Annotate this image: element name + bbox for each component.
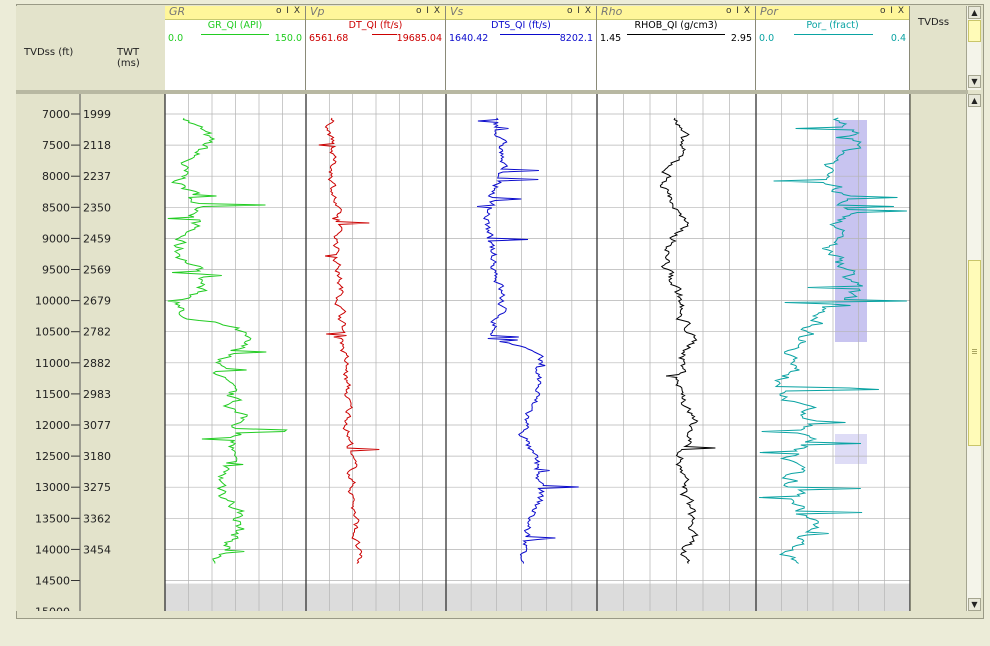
tvd-tick-label: 15000: [35, 606, 70, 611]
twt-tick-label: 3275: [83, 481, 111, 494]
curve-name: GR_QI (API): [207, 20, 263, 31]
scale-max: 19685.04: [396, 33, 442, 44]
tvd-tick-label: 11000: [35, 357, 70, 370]
arrow-down-icon[interactable]: ▼: [968, 75, 981, 88]
tvd-tick-label: 10500: [35, 326, 70, 339]
twt-tick-label: 2237: [83, 170, 111, 183]
scale-max: 150.0: [274, 33, 302, 44]
tvd-tick-label: 9000: [42, 232, 70, 245]
depth-column: [16, 94, 165, 611]
tvd-tick-label: 8000: [42, 170, 70, 183]
scale-min: 6561.68: [309, 33, 349, 44]
twt-tick-label: 2118: [83, 139, 111, 152]
twt-tick-label: 2569: [83, 264, 111, 277]
track-name: Vs: [450, 5, 464, 18]
tvd-tick-label: 14500: [35, 575, 70, 588]
twt-tick-label: 3362: [83, 512, 111, 525]
track-name: GR: [169, 5, 186, 18]
scale-min: 1.45: [600, 33, 622, 44]
tvd-tick-label: 7500: [42, 139, 70, 152]
log-tracks-plot[interactable]: 7000199970007500211875008000223780008500…: [16, 94, 910, 611]
track-controls-icon[interactable]: o I X: [566, 6, 592, 16]
curve-line-sample: [500, 34, 560, 35]
twt-tick-label: 2679: [83, 295, 111, 308]
track-header-rho[interactable]: Rho o I X RHOB_QI (g/cm3) 1.45 2.95: [597, 5, 756, 90]
track-name: Vp: [310, 5, 325, 18]
arrow-up-icon[interactable]: ▲: [968, 6, 981, 19]
twt-header-label: TWT (ms): [117, 47, 140, 69]
track-title-bar[interactable]: GR o I X: [165, 5, 305, 20]
track-controls-icon[interactable]: o I X: [879, 6, 905, 16]
scale-min: 0.0: [759, 33, 775, 44]
tvd-tick-label: 7000: [42, 108, 70, 121]
body-scroll-thumb[interactable]: [968, 260, 981, 446]
track-controls-icon[interactable]: o I X: [415, 6, 441, 16]
header-divider[interactable]: [16, 90, 968, 94]
tvd-tick-label: 12000: [35, 419, 70, 432]
track-controls-icon[interactable]: o I X: [275, 6, 301, 16]
body-scrollbar[interactable]: ▲ ▼: [966, 94, 981, 611]
curve-name: RHOB_QI (g/cm3): [634, 20, 718, 31]
rho-curve: [659, 117, 716, 564]
tvd-tick-label: 8500: [42, 201, 70, 214]
header-scrollbar[interactable]: ▲ ▼: [966, 6, 981, 90]
twt-tick-label: 2882: [83, 357, 111, 370]
twt-tick-label: 3454: [83, 543, 111, 556]
curve-line-sample: [794, 34, 873, 35]
track-title-bar[interactable]: Vp o I X: [306, 5, 445, 20]
porosity-shade: [835, 434, 867, 464]
grip-icon: [972, 349, 977, 350]
scale-max: 8202.1: [559, 33, 593, 44]
tvd-tick-label: 10000: [35, 295, 70, 308]
curve-name: Por_ (fract): [806, 20, 859, 31]
twt-tick-label: 2782: [83, 326, 111, 339]
track-header-por[interactable]: Por o I X Por_ (fract) 0.0 0.4: [756, 5, 910, 90]
arrow-down-icon[interactable]: ▼: [968, 598, 981, 611]
track-title-bar[interactable]: Por o I X: [756, 5, 909, 20]
vp-curve: [318, 117, 380, 564]
porosity-shade: [835, 120, 867, 342]
twt-tick-label: 2983: [83, 388, 111, 401]
tvd-tick-label: 13500: [35, 512, 70, 525]
gr-curve: [167, 117, 288, 564]
scale-max: 2.95: [730, 33, 752, 44]
tvd-tick-label: 11500: [35, 388, 70, 401]
curve-name: DT_QI (ft/s): [348, 20, 403, 31]
tvd-tick-label: 13000: [35, 481, 70, 494]
scale-min: 0.0: [168, 33, 184, 44]
no-data-zone: [165, 583, 910, 611]
twt-tick-label: 1999: [83, 108, 111, 121]
right-depth-header: TVDss: [910, 6, 966, 90]
twt-tick-label: 2459: [83, 232, 111, 245]
track-title-bar[interactable]: Rho o I X: [597, 5, 755, 20]
twt-tick-label: 3180: [83, 450, 111, 463]
track-header-vs[interactable]: Vs o I X DTS_QI (ft/s) 1640.42 8202.1: [446, 5, 597, 90]
tvd-tick-label: 9500: [42, 264, 70, 277]
track-name: Rho: [601, 5, 623, 18]
por-curve: [759, 117, 907, 564]
depth-header: TVDss (ft) TWT (ms): [16, 6, 166, 90]
right-tvdss-label: TVDss: [918, 17, 950, 28]
tvd-tick-label: 12500: [35, 450, 70, 463]
twt-tick-label: 2350: [83, 201, 111, 214]
scale-max: 0.4: [890, 33, 906, 44]
curve-name: DTS_QI (ft/s): [491, 20, 551, 31]
twt-tick-label: 3077: [83, 419, 111, 432]
scale-min: 1640.42: [449, 33, 489, 44]
header-scroll-thumb[interactable]: [968, 20, 981, 42]
tvd-tick-label: 14000: [35, 543, 70, 556]
curve-line-sample: [201, 34, 269, 35]
curve-line-sample: [627, 34, 725, 35]
arrow-up-icon[interactable]: ▲: [968, 94, 981, 107]
track-header-gr[interactable]: GR o I X GR_QI (API) 0.0 150.0: [165, 5, 306, 90]
track-controls-icon[interactable]: o I X: [725, 6, 751, 16]
tvdss-header-label: TVDss (ft): [24, 47, 74, 58]
track-title-bar[interactable]: Vs o I X: [446, 5, 596, 20]
right-depth-column: [910, 94, 967, 611]
vs-curve: [477, 117, 579, 564]
track-header-vp[interactable]: Vp o I X DT_QI (ft/s) 6561.68 19685.04: [306, 5, 446, 90]
curve-line-sample: [372, 34, 397, 35]
track-name: Por: [760, 5, 778, 18]
